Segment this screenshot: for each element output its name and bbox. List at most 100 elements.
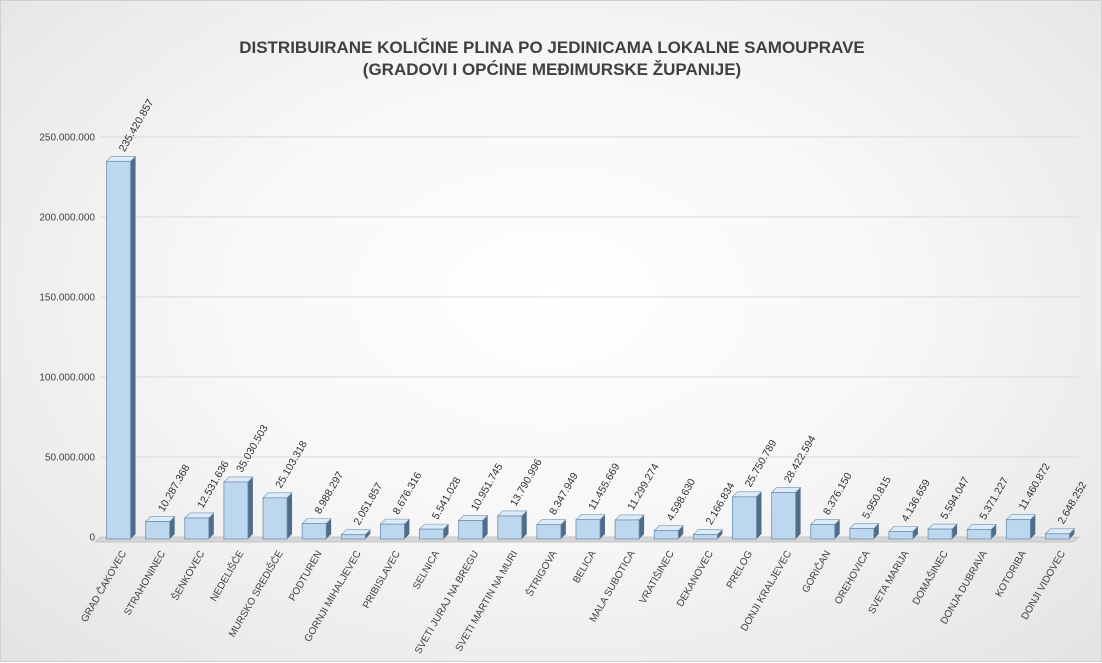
bar: [810, 524, 836, 540]
bar-top: [692, 529, 724, 535]
data-label: 25.103.318: [273, 439, 310, 491]
data-label: 235.420.857: [117, 97, 157, 154]
bar: [771, 492, 796, 540]
bar-top: [927, 523, 958, 530]
bar: [1005, 519, 1031, 540]
bar-top: [379, 518, 411, 525]
bar: [927, 528, 953, 540]
bar-top: [457, 515, 489, 521]
y-tick-label: 100.000.000: [39, 373, 95, 384]
bar-top: [614, 514, 645, 521]
bar-top: [653, 525, 684, 531]
category-label: SELNICA: [411, 549, 442, 592]
category-label: SVETA MARIJA: [867, 549, 912, 616]
bar-side: [912, 526, 918, 539]
bar: [575, 519, 601, 540]
data-label: 25.750.789: [743, 438, 780, 490]
y-tick-label: 250.000.000: [39, 133, 95, 144]
bar-side: [443, 524, 449, 539]
bar-top: [849, 523, 880, 529]
category-label: GRAD ČAKOVEC: [78, 548, 130, 624]
bar: [653, 530, 679, 540]
y-tick-label: 0: [89, 533, 95, 544]
bar-top: [888, 526, 919, 532]
bar-side: [952, 524, 958, 539]
bar-top: [301, 518, 332, 524]
bar-top: [497, 510, 528, 517]
data-label: 5.594.047: [938, 475, 972, 522]
bar-side: [521, 510, 527, 539]
bar-side: [756, 491, 762, 539]
bar: [536, 524, 562, 540]
bar: [888, 530, 914, 540]
bar-side: [287, 492, 293, 539]
category-label: ŠENKOVEC: [168, 548, 207, 603]
data-label: 2.648.252: [1056, 480, 1090, 527]
data-label: 35.030.503: [234, 423, 271, 475]
bar: [849, 528, 875, 540]
data-label: 8.376.150: [821, 471, 855, 518]
bar-top: [223, 476, 254, 483]
bar-top: [340, 529, 372, 536]
bar-side: [169, 516, 175, 539]
bar-side: [560, 519, 566, 539]
data-label: 5.950.815: [860, 474, 894, 521]
bar: [106, 160, 131, 540]
chart-title-line-2: (GRADOVI I OPĆINE MEĐIMURSKE ŽUPANIJE): [362, 60, 742, 79]
bar: [732, 496, 757, 540]
bar-top: [536, 519, 567, 525]
bar-top: [575, 514, 606, 520]
data-label: 10.951.745: [469, 461, 506, 513]
bar-side: [717, 529, 723, 539]
bar-top: [1005, 514, 1037, 520]
data-label: 10.287.368: [156, 462, 193, 514]
bar: [419, 528, 444, 540]
category-label: STRAHONINEC: [122, 549, 168, 618]
category-label: GORIČAN: [799, 548, 834, 595]
data-label: 11.455.669: [586, 461, 622, 512]
data-label: 28.422.594: [782, 433, 819, 485]
category-label: DOMAŠINEC: [909, 548, 951, 607]
bar-side: [1069, 528, 1075, 539]
chart-title: DISTRIBUIRANE KOLIČINE PLINA PO JEDINICA…: [1, 37, 1102, 81]
category-label: PODTUREN: [287, 549, 325, 603]
bar: [301, 523, 327, 540]
bar: [1045, 533, 1070, 540]
bar-side: [991, 524, 997, 539]
category-label: PRELOG: [725, 549, 755, 591]
bar-side: [404, 519, 410, 539]
data-label: 5.541.028: [430, 475, 464, 522]
data-label: 11.460.872: [1017, 461, 1053, 512]
data-label: 8.988.297: [312, 470, 346, 517]
bar: [145, 521, 171, 540]
bar-side: [795, 487, 801, 539]
bar-side: [834, 519, 840, 539]
bar: [223, 481, 249, 540]
y-tick-label: 150.000.000: [39, 293, 95, 304]
category-label: ŠTRIGOVA: [523, 548, 560, 599]
bar-side: [639, 514, 645, 539]
bar-top: [1044, 528, 1076, 535]
category-label: OREHOVICA: [833, 549, 873, 607]
bar: [379, 523, 405, 540]
bar: [184, 517, 210, 540]
category-label: PRIBISLAVEC: [361, 549, 403, 611]
data-label: 2.051.857: [351, 481, 385, 528]
category-label: BELICA: [571, 549, 598, 586]
bar: [262, 497, 288, 540]
y-tick-label: 200.000.000: [39, 213, 95, 224]
y-tick-label: 50.000.000: [45, 453, 95, 464]
category-label: VRATIŠINEC: [636, 548, 677, 606]
data-label: 8.347.949: [547, 471, 581, 518]
data-label: 5.371.227: [977, 475, 1011, 522]
bar-top: [731, 491, 763, 498]
bar-top: [184, 512, 215, 519]
data-label: 4.136.659: [899, 477, 933, 524]
bar-side: [482, 515, 488, 539]
bar-side: [365, 529, 371, 539]
bar-top: [966, 524, 997, 530]
category-label: MALA SUBOTICA: [588, 549, 638, 625]
bar-side: [247, 476, 253, 539]
